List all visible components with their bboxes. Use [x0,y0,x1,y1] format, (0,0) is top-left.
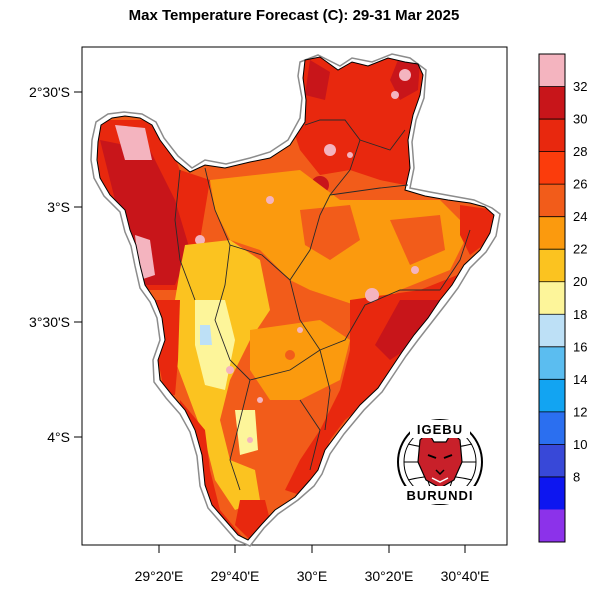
lat-label-1: 2°30'S [29,84,70,100]
colorbar-label: 12 [573,404,587,419]
colorbar-swatch [539,509,565,543]
colorbar-swatch [539,216,565,250]
colorbar-swatch [539,54,565,88]
colorbar-swatch [539,281,565,315]
colorbar: 32 30 28 26 24 22 20 18 16 14 12 10 8 [538,53,587,543]
leopard-head-icon [417,431,463,489]
colorbar-swatch [539,476,565,510]
logo-text-bottom: BURUNDI [407,488,474,503]
colorbar-swatch [539,346,565,380]
colorbar-label: 14 [573,372,587,387]
colorbar-label: 16 [573,339,587,354]
lon-label-2: 29°40'E [211,568,260,584]
lat-label-4: 4°S [47,429,70,445]
lon-label-1: 29°20'E [135,568,184,584]
colorbar-label: 32 [573,79,587,94]
colorbar-label: 8 [573,469,580,484]
colorbar-swatch [539,184,565,218]
colorbar-swatch [539,379,565,413]
colorbar-swatch [539,86,565,120]
lat-label-2: 3°S [47,199,70,215]
lon-ticks [158,545,466,553]
lon-label-5: 30°40'E [441,568,490,584]
colorbar-swatch [539,119,565,153]
colorbar-label: 10 [573,437,587,452]
igebu-logo: IGEBU BURUNDI [397,419,483,505]
province-boundaries [174,119,471,491]
colorbar-frame [538,53,566,543]
colorbar-swatch [539,249,565,283]
map-title: Max Temperature Forecast (C): 29-31 Mar … [129,7,460,24]
logo-text-top: IGEBU [417,422,463,437]
colorbar-swatch [539,411,565,445]
colorbar-label: 18 [573,307,587,322]
lat-ticks [74,91,82,438]
colorbar-swatch [539,444,565,478]
colorbar-label: 24 [573,209,587,224]
lon-label-4: 30°20'E [365,568,414,584]
lon-label-3: 30°E [297,568,328,584]
colorbar-label: 28 [573,144,587,159]
lat-label-3: 3°30'S [29,314,70,330]
colorbar-label: 20 [573,274,587,289]
colorbar-swatch [539,314,565,348]
colorbar-label: 22 [573,242,587,257]
colorbar-label: 30 [573,112,587,127]
colorbar-swatch [539,151,565,185]
colorbar-label: 26 [573,177,587,192]
